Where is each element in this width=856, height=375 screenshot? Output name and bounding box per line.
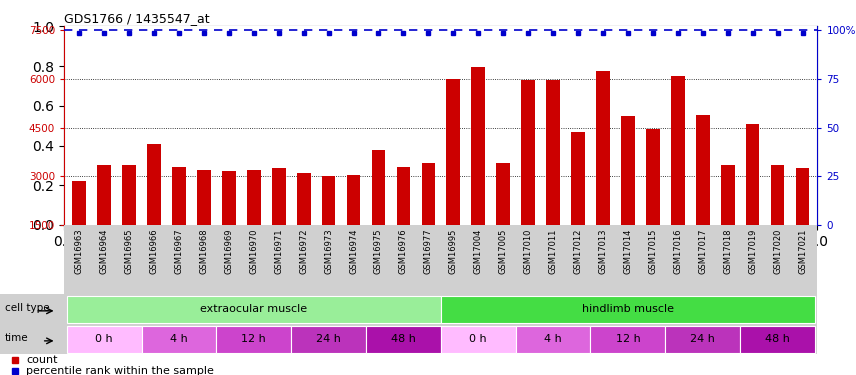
- Text: 12 h: 12 h: [241, 334, 266, 344]
- Bar: [67, 296, 441, 323]
- Bar: [447, 79, 461, 225]
- Text: GSM16965: GSM16965: [125, 228, 134, 274]
- Bar: [291, 326, 366, 353]
- Text: GSM17017: GSM17017: [698, 228, 707, 274]
- Text: GSM17010: GSM17010: [524, 228, 532, 274]
- Bar: [141, 326, 217, 353]
- Bar: [515, 326, 591, 353]
- Text: GSM16973: GSM16973: [324, 228, 333, 274]
- Bar: [366, 326, 441, 353]
- Bar: [740, 326, 815, 353]
- Text: GSM16975: GSM16975: [374, 228, 383, 274]
- Bar: [770, 165, 784, 225]
- Bar: [72, 181, 86, 225]
- Text: 24 h: 24 h: [690, 334, 715, 344]
- Text: 0 h: 0 h: [95, 334, 113, 344]
- Text: GSM16971: GSM16971: [274, 228, 283, 274]
- Bar: [746, 124, 759, 225]
- Text: GSM17021: GSM17021: [798, 228, 807, 274]
- Bar: [396, 166, 410, 225]
- Bar: [347, 175, 360, 225]
- Text: GSM16976: GSM16976: [399, 228, 408, 274]
- Bar: [172, 166, 186, 225]
- Text: GSM17018: GSM17018: [723, 228, 732, 274]
- Text: GSM16977: GSM16977: [424, 228, 433, 274]
- Text: percentile rank within the sample: percentile rank within the sample: [27, 366, 214, 375]
- Text: cell type: cell type: [5, 303, 50, 313]
- Text: GSM17014: GSM17014: [623, 228, 633, 274]
- Text: GSM17015: GSM17015: [648, 228, 657, 274]
- Bar: [197, 170, 211, 225]
- Bar: [596, 71, 609, 225]
- Text: GSM17016: GSM17016: [674, 228, 682, 274]
- Bar: [297, 173, 311, 225]
- Bar: [67, 326, 141, 353]
- Text: GSM16995: GSM16995: [449, 228, 458, 274]
- Text: GSM16963: GSM16963: [74, 228, 84, 274]
- Text: GSM17011: GSM17011: [549, 228, 557, 274]
- Text: GSM16964: GSM16964: [99, 228, 109, 274]
- Text: GSM17013: GSM17013: [598, 228, 608, 274]
- Bar: [98, 165, 111, 225]
- Text: 4 h: 4 h: [170, 334, 187, 344]
- Bar: [665, 326, 740, 353]
- Bar: [646, 129, 660, 225]
- Bar: [671, 76, 685, 225]
- Bar: [696, 115, 710, 225]
- Text: hindlimb muscle: hindlimb muscle: [582, 304, 674, 314]
- Text: GSM16972: GSM16972: [299, 228, 308, 274]
- Bar: [322, 176, 336, 225]
- Bar: [247, 170, 260, 225]
- Text: GSM17019: GSM17019: [748, 228, 757, 274]
- Bar: [796, 168, 810, 225]
- Bar: [472, 68, 485, 225]
- Bar: [441, 296, 815, 323]
- Text: GSM16966: GSM16966: [150, 228, 158, 274]
- Text: 48 h: 48 h: [765, 334, 790, 344]
- Text: 24 h: 24 h: [316, 334, 341, 344]
- Text: GDS1766 / 1435547_at: GDS1766 / 1435547_at: [64, 12, 210, 25]
- Text: GSM16967: GSM16967: [175, 228, 183, 274]
- Text: GSM17004: GSM17004: [473, 228, 483, 274]
- Bar: [621, 116, 635, 225]
- Bar: [521, 81, 535, 225]
- Bar: [272, 168, 286, 225]
- Bar: [122, 165, 136, 225]
- Bar: [222, 171, 235, 225]
- Text: 4 h: 4 h: [544, 334, 562, 344]
- Bar: [721, 165, 734, 225]
- Text: GSM16968: GSM16968: [199, 228, 208, 274]
- Text: 12 h: 12 h: [615, 334, 640, 344]
- Bar: [591, 326, 665, 353]
- Text: GSM17012: GSM17012: [574, 228, 583, 274]
- Text: GSM16970: GSM16970: [249, 228, 259, 274]
- Text: time: time: [5, 333, 29, 343]
- Bar: [147, 144, 161, 225]
- Bar: [421, 163, 435, 225]
- Text: GSM16974: GSM16974: [349, 228, 358, 274]
- Bar: [571, 132, 585, 225]
- Text: GSM17005: GSM17005: [499, 228, 508, 274]
- Text: GSM16969: GSM16969: [224, 228, 234, 274]
- Bar: [496, 163, 510, 225]
- Text: 48 h: 48 h: [391, 334, 416, 344]
- Bar: [372, 150, 385, 225]
- Text: GSM17020: GSM17020: [773, 228, 782, 274]
- Bar: [441, 326, 515, 353]
- Bar: [217, 326, 291, 353]
- Text: extraocular muscle: extraocular muscle: [200, 304, 307, 314]
- Bar: [546, 81, 560, 225]
- Text: count: count: [27, 354, 57, 364]
- Text: 0 h: 0 h: [469, 334, 487, 344]
